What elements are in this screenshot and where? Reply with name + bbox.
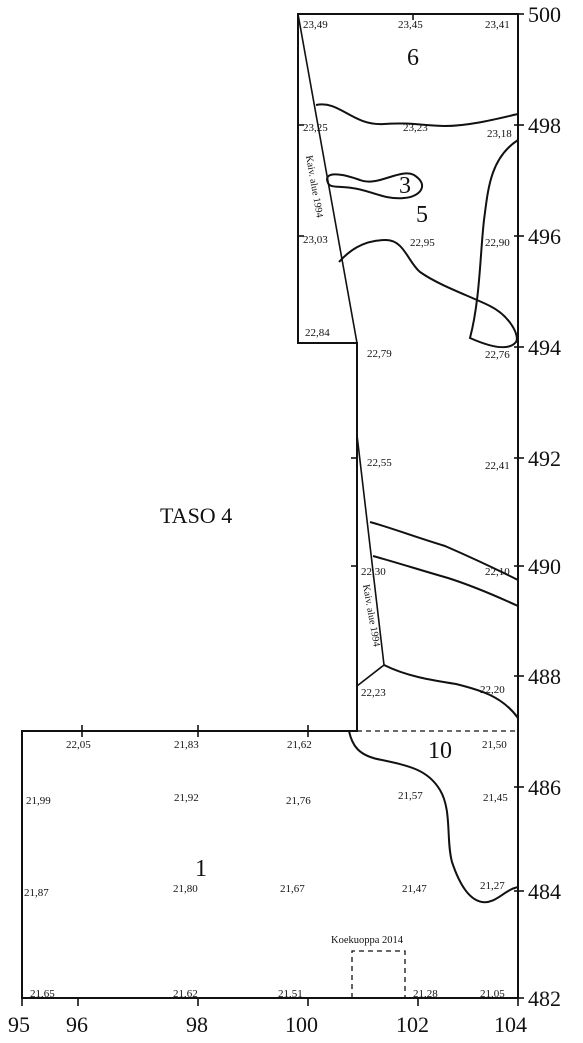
layer-boundary-5	[338, 139, 519, 349]
elevation-label: 23,18	[487, 128, 512, 140]
elevation-label: 22,90	[485, 237, 510, 249]
y-axis-ticks	[514, 13, 524, 999]
layer-label-3: 3	[399, 173, 411, 199]
y-axis-label: 484	[528, 879, 561, 904]
elevation-label: 22,95	[410, 237, 435, 249]
elevation-label: 21,99	[26, 795, 51, 807]
x-axis-label: 95	[8, 1012, 30, 1037]
layer-label-5: 5	[416, 202, 428, 228]
elevation-label: 21,57	[398, 790, 423, 802]
elevation-label: 21,62	[287, 739, 312, 751]
y-axis-label: 498	[528, 113, 561, 138]
plan-title: TASO 4	[160, 503, 232, 528]
y-axis-label: 500	[528, 2, 561, 27]
elevation-label: 21,28	[413, 988, 438, 1000]
elevation-label: 21,92	[174, 792, 199, 804]
y-axis-label: 494	[528, 335, 561, 360]
y-axis-label: 482	[528, 986, 561, 1011]
elevation-label: 22,30	[361, 566, 386, 578]
elevation-readings: 23,49 23,45 23,41 23,25 23,23 23,18 23,0…	[24, 19, 512, 1000]
test-pit-2014	[351, 950, 406, 998]
x-axis-label: 100	[285, 1012, 318, 1037]
elevation-label: 21,76	[286, 795, 311, 807]
elevation-label: 23,03	[303, 234, 328, 246]
y-axis-label: 492	[528, 446, 561, 471]
elevation-label: 22,41	[485, 460, 510, 472]
elevation-label: 21,80	[173, 883, 198, 895]
elevation-label: 23,41	[485, 19, 510, 31]
elevation-label: 22,79	[367, 348, 392, 360]
layer-boundary-middle-1	[369, 521, 519, 581]
layer-label-6: 6	[407, 45, 419, 71]
x-axis-label: 96	[66, 1012, 88, 1037]
layer-label-10: 10	[428, 738, 452, 764]
layer-boundary-10	[348, 730, 519, 904]
elevation-label: 21,50	[482, 739, 507, 751]
elevation-label: 22,05	[66, 739, 91, 751]
y-axis-labels: 500 498 496 494 492 490 488 486 484 482	[528, 2, 561, 1011]
elevation-label: 21,65	[30, 988, 55, 1000]
elevation-label: 21,62	[173, 988, 198, 1000]
elevation-label: 22,10	[485, 566, 510, 578]
elevation-label: 23,23	[403, 122, 428, 134]
elevation-label: 21,27	[480, 880, 505, 892]
x-axis-ticks	[21, 998, 519, 1006]
layer-3-outline	[326, 172, 424, 200]
y-axis-label: 488	[528, 664, 561, 689]
test-pit-label: Koekuoppa 2014	[331, 935, 404, 946]
elevation-label: 21,45	[483, 792, 508, 804]
y-axis-label: 496	[528, 224, 561, 249]
elevation-label: 22,23	[361, 687, 386, 699]
elevation-label: 21,67	[280, 883, 305, 895]
excavation-boundary	[21, 13, 519, 999]
x-axis-label: 104	[494, 1012, 527, 1037]
grid-point-marks	[81, 14, 414, 737]
excavation-note-upper: Kaiv. alue 1994	[303, 155, 325, 219]
layer-boundary-middle-3	[383, 664, 519, 719]
elevation-label: 21,05	[480, 988, 505, 1000]
elevation-label: 22,76	[485, 349, 510, 361]
layer-boundary-middle-2	[372, 555, 519, 607]
layer-boundary-6-5	[315, 103, 519, 128]
excavation-1994-lower	[356, 434, 385, 687]
x-axis-labels: 95 96 98 100 102 104	[8, 1012, 527, 1037]
y-axis-label: 490	[528, 554, 561, 579]
y-axis-label: 486	[528, 775, 561, 800]
layer-label-1: 1	[195, 856, 207, 882]
x-axis-label: 102	[396, 1012, 429, 1037]
elevation-label: 21,83	[174, 739, 199, 751]
x-axis-label: 98	[186, 1012, 208, 1037]
elevation-label: 22,20	[480, 684, 505, 696]
elevation-label: 21,47	[402, 883, 427, 895]
elevation-label: 23,49	[303, 19, 328, 31]
elevation-label: 23,45	[398, 19, 423, 31]
elevation-label: 23,25	[303, 122, 328, 134]
elevation-label: 21,51	[278, 988, 303, 1000]
elevation-label: 22,55	[367, 457, 392, 469]
elevation-label: 21,87	[24, 887, 49, 899]
elevation-label: 22,84	[305, 327, 330, 339]
